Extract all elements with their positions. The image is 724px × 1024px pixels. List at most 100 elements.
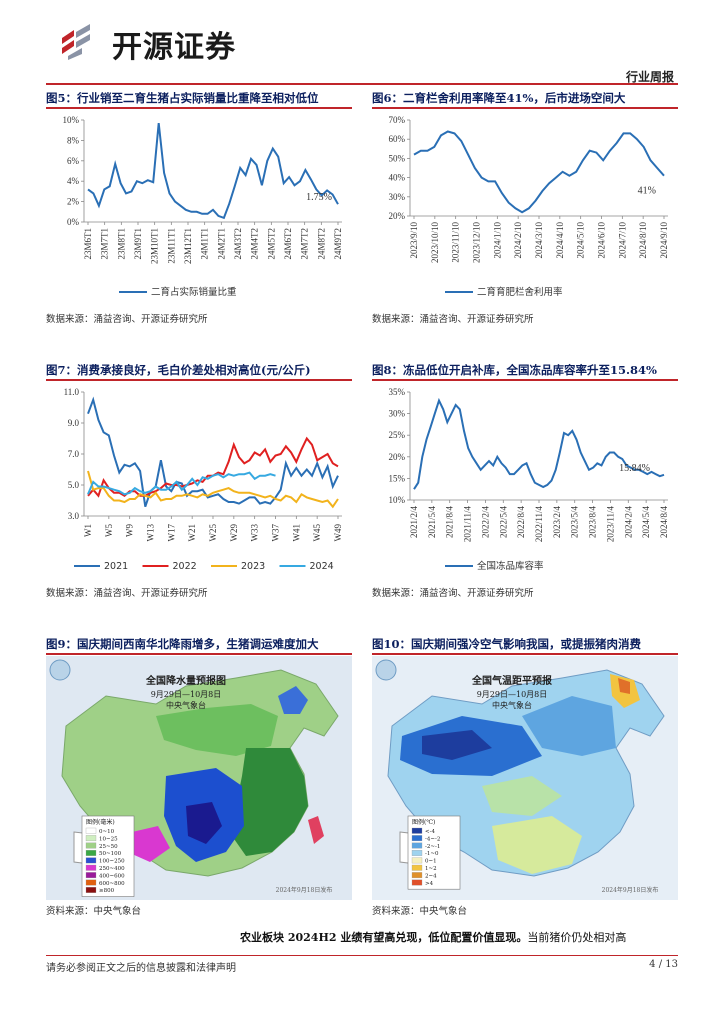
fig9-legend-swatch <box>85 827 97 834</box>
fig8-x-tick-label: 2022/2/4 <box>480 506 490 539</box>
fig8-x-tick-label: 2023/2/4 <box>552 506 562 539</box>
fig8-x-tick-label: 2022/11/4 <box>534 506 544 543</box>
fig7-chart: 3.0 5.0 7.0 9.0 11.0 W1 W5 W9 W13 W17 W21 W25 W29 W33… <box>64 387 343 572</box>
fig9-legend-swatch <box>85 887 97 893</box>
fig6-legend-label: 二育育肥栏舍利用率 <box>477 286 563 298</box>
fig9-legend-swatch <box>85 872 97 879</box>
fig10-legend-swatch <box>411 857 423 864</box>
fig7-x-tick-label: W41 <box>291 524 301 542</box>
report-type: 行业周报 <box>625 70 674 84</box>
fig8-series-line-全国冻品库容率 <box>413 397 665 490</box>
fig7-series-line-2022 <box>87 436 339 498</box>
fig8-x-tick-label: 2024/8/4 <box>659 506 669 539</box>
fig5-x-tick-label: 23M10T1 <box>150 228 160 264</box>
fig8-x-tick-label: 2021/5/4 <box>427 506 437 539</box>
fig10-legend-title: 图例(℃) <box>412 818 435 826</box>
page-number: 4 / 13 <box>649 959 678 970</box>
fig6-x-tick-label: 2024/5/10 <box>576 222 586 259</box>
fig9-legend-label: 0~10 <box>99 829 115 835</box>
fig8-legend-label: 全国冻品库容率 <box>477 560 544 572</box>
fig5-x-tick-label: 23M12T1 <box>183 228 193 264</box>
fig10-temperature-map: 全国气温距平预报 9月29日—10月8日 中央气象台 2024年9月18日发布 … <box>372 656 678 900</box>
fig8-y-tick-label: 15% <box>389 473 406 483</box>
precipitation-map-graphic: 全国降水量预报图 9月29日—10月8日 中央气象台 2024年9月18日发布 … <box>46 656 352 900</box>
fig10-source: 资料来源：中央气象台 <box>372 906 468 917</box>
fig7-x-tick-label: W5 <box>104 524 114 537</box>
fig8-x-tick-label: 2024/5/4 <box>641 506 651 539</box>
brand-name: 开源证券 <box>112 30 236 65</box>
fig7-y-tick-label: 7.0 <box>68 449 80 459</box>
fig10-legend-label: 1~2 <box>425 866 437 872</box>
fig5-chart: 0% 2% 4% 6% 8% 10% 23M6T1 23M7T1 23M8T1 23M9T1 23M… <box>63 115 344 298</box>
fig9-legend-label: 25~50 <box>99 844 118 850</box>
fig7-source: 数据来源：涌益咨询、开源证券研究所 <box>46 588 208 599</box>
fig5-x-tick-label: 23M7T1 <box>100 228 110 260</box>
fig7-x-tick-label: W25 <box>208 524 218 542</box>
fig10-legend-swatch <box>411 864 423 871</box>
fig5-x-tick-label: 23M8T1 <box>116 228 126 260</box>
fig8-x-tick-label: 2022/8/4 <box>516 506 526 539</box>
fig9-title: 图9：国庆期间西南华北降雨增多，生猪调运难度加大 <box>46 637 319 651</box>
fig5-y-tick-label: 4% <box>67 176 80 186</box>
fig10-title: 图10：国庆期间强冷空气影响我国，或提振猪肉消费 <box>372 637 642 651</box>
fig8-x-tick-label: 2021/2/4 <box>409 506 419 539</box>
fig5-x-tick-label: 23M9T1 <box>133 228 143 260</box>
fig6-title: 图6：二育栏舍利用率降至41%，后市进场空间大 <box>372 91 626 105</box>
fig7-x-tick-label: W21 <box>187 524 197 542</box>
fig7-x-tick-label: W33 <box>250 524 260 542</box>
fig9-legend-label: 50~100 <box>99 851 122 857</box>
fig5-x-tick-label: 24M2T1 <box>216 228 226 260</box>
fig9-legend-label: 100~250 <box>99 859 125 865</box>
fig10-legend: 图例(℃) <-4-4~-2 -2~-1-1~0 0~11~22~4 >4 <box>407 815 461 890</box>
fig6-x-tick-label: 2024/1/10 <box>492 222 502 259</box>
fig5-title: 图5：行业销至二育生猪占实际销量比重降至相对低位 <box>46 91 319 105</box>
fig6-x-tick-label: 2024/4/10 <box>555 222 565 259</box>
fig5-x-tick-label: 24M1T1 <box>200 228 210 260</box>
temperature-map-graphic: 全国气温距平预报 9月29日—10月8日 中央气象台 2024年9月18日发布 … <box>372 656 678 900</box>
fig9-legend-swatch <box>85 850 97 856</box>
fig6-x-tick-label: 2024/9/10 <box>659 222 669 259</box>
fig6-rule <box>372 107 678 109</box>
fig6-x-tick-label: 2024/2/10 <box>513 222 523 259</box>
fig8-y-tick-label: 30% <box>389 409 406 419</box>
fig8-y-tick-label: 25% <box>389 430 406 440</box>
fig7-y-tick-label: 3.0 <box>68 511 80 521</box>
fig10-legend-swatch <box>411 879 423 886</box>
footer-rule <box>46 955 678 956</box>
fig8-source: 数据来源：涌益咨询、开源证券研究所 <box>372 588 534 599</box>
fig6-y-tick-label: 30% <box>389 192 406 202</box>
fig10-legend-label: 2~4 <box>425 873 437 879</box>
fig10-map-title: 全国气温距平预报 <box>471 674 552 687</box>
fig5-legend-label: 二育占实际销量比重 <box>151 286 237 298</box>
body-paragraph: 农业板块 2024H2 业绩有望高兑现，低位配置价值显现。当前猪价仍处相对高 <box>240 929 626 945</box>
fig6-source: 数据来源：涌益咨询、开源证券研究所 <box>372 314 534 325</box>
fig8-y-tick-label: 35% <box>389 387 406 397</box>
fig5-x-tick-label: 24M4T2 <box>250 228 260 260</box>
fig6-end-label: 41% <box>638 186 656 197</box>
fig10-map-date: 9月29日—10月8日 <box>477 690 548 699</box>
fig9-precipitation-map: 全国降水量预报图 9月29日—10月8日 中央气象台 2024年9月18日发布 … <box>46 656 352 900</box>
fig7-x-tick-label: W29 <box>229 524 239 542</box>
fig9-legend-swatch <box>85 879 97 886</box>
fig8-chart: 10% 15% 20% 25% 30% 35% 2021/2/4 2021/5/4 2021/8… <box>389 387 670 572</box>
fig9-legend-swatch <box>85 842 97 849</box>
fig6-y-tick-label: 40% <box>389 173 406 183</box>
fig9-legend-label: ≥800 <box>99 888 115 894</box>
fig8-x-tick-label: 2023/11/4 <box>605 506 615 543</box>
fig9-legend-label: 10~25 <box>99 836 118 842</box>
fig5-y-tick-label: 2% <box>67 197 80 207</box>
fig7-x-tick-label: W17 <box>166 524 176 542</box>
fig7-y-tick-label: 11.0 <box>64 387 80 397</box>
fig6-y-tick-label: 70% <box>389 115 406 125</box>
fig5-x-tick-label: 24M5T2 <box>266 228 276 260</box>
brand-logo <box>58 20 98 60</box>
fig10-legend-swatch <box>411 827 423 834</box>
fig7-x-tick-label: W45 <box>312 524 322 542</box>
fig6-chart: 20% 30% 40% 50% 60% 70% 2023/9/10 2023/10/10 202… <box>389 115 670 298</box>
paragraph-text: 当前猪价仍处相对高 <box>527 931 627 944</box>
fig7-y-tick-label: 5.0 <box>68 480 80 490</box>
fig9-stamp: 2024年9月18日发布 <box>276 886 333 894</box>
fig9-rule <box>46 653 352 655</box>
fig6-x-tick-label: 2024/3/10 <box>534 222 544 259</box>
